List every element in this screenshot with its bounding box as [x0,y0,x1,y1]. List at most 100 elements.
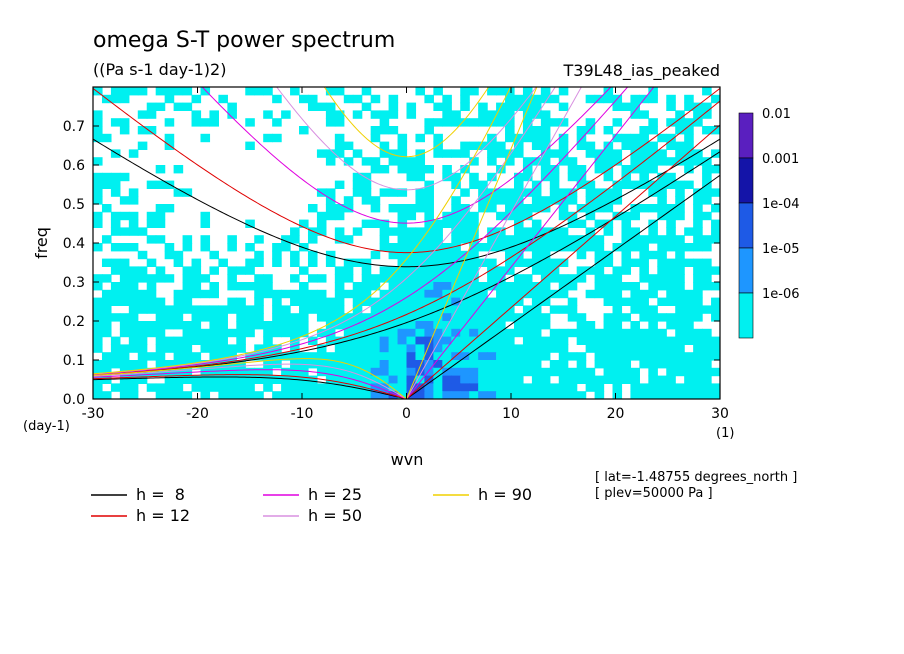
power-cell [531,297,542,306]
power-cell [639,258,649,267]
power-cell [478,110,488,119]
power-cell [343,94,354,104]
power-cell [630,391,640,399]
power-cell [487,305,497,314]
power-cell [110,336,121,345]
power-cell [379,391,390,399]
power-cell [101,133,112,143]
power-cell [451,328,461,338]
power-cell [549,227,560,236]
legend-label: h = 25 [308,485,362,504]
power-cell [209,250,219,260]
y-tick-label: 0.6 [63,158,85,174]
power-cell [648,235,658,244]
power-cell [487,87,497,96]
power-cell [254,250,264,260]
power-cell [576,375,587,384]
power-cell [415,297,426,306]
power-cell [433,282,443,291]
power-cell [657,383,667,392]
power-cell [191,94,202,104]
power-cell [487,235,497,244]
power-cell [711,94,720,104]
power-cell [603,157,614,166]
power-cell [549,336,560,345]
power-cell [299,321,309,330]
power-cell [469,211,479,221]
power-cell [245,219,255,228]
power-cell [397,266,408,275]
power-cell [110,188,121,197]
power-cell [93,344,103,353]
power-cell [469,375,479,384]
power-cell [666,266,676,275]
power-cell [666,391,676,399]
power-cell [451,172,461,182]
power-cell [361,360,372,369]
power-cell [245,87,255,96]
power-cell [388,297,399,306]
power-cell [442,266,452,275]
power-cell [200,313,211,322]
power-cell [370,250,381,260]
power-cell [666,94,676,104]
power-cell [522,165,533,174]
power-cell [272,297,282,306]
power-cell [531,227,542,236]
power-cell [388,188,399,197]
power-cell [263,352,273,361]
power-cell [379,188,390,197]
power-cell [316,305,327,314]
power-cell [191,375,202,384]
power-cell [290,87,300,96]
legend-label: h = 8 [136,485,185,504]
power-cell [639,180,649,189]
power-cell [155,305,166,314]
power-cell [388,383,399,392]
power-cell [684,391,694,399]
power-cell [433,258,443,267]
power-cell [522,118,533,127]
power-cell [531,133,542,143]
power-cell [370,219,381,228]
power-cell [567,157,578,166]
power-cell [299,313,309,322]
power-cell [451,321,461,330]
power-cell [513,211,524,221]
power-cell [531,243,542,252]
power-cell [137,250,148,260]
power-cell [164,204,175,213]
power-cell [101,274,112,283]
power-cell [343,352,354,361]
power-cell [460,266,470,275]
power-cell [397,289,408,299]
power-cell [379,274,390,283]
power-cell [666,118,676,127]
power-cell [415,227,426,236]
power-cell [612,243,623,252]
power-cell [675,266,685,275]
power-cell [666,258,676,267]
power-cell [487,258,497,267]
power-cell [316,328,327,338]
power-cell [370,321,381,330]
power-cell [236,282,246,291]
power-cell [585,243,596,252]
power-cell [639,141,649,150]
power-cell [415,157,426,166]
power-cell [352,336,363,345]
power-cell [325,118,336,127]
power-cell [119,87,130,96]
power-cell [513,172,524,182]
power-cell [272,344,282,353]
power-cell [173,336,184,345]
power-cell [540,383,551,392]
power-cell [505,126,515,135]
power-cell [299,391,309,399]
power-cell [648,336,658,345]
power-cell [684,305,694,314]
power-cell [164,133,175,143]
power-cell [424,367,434,377]
power-cell [594,391,605,399]
y-tick-label: 0.3 [63,275,85,291]
